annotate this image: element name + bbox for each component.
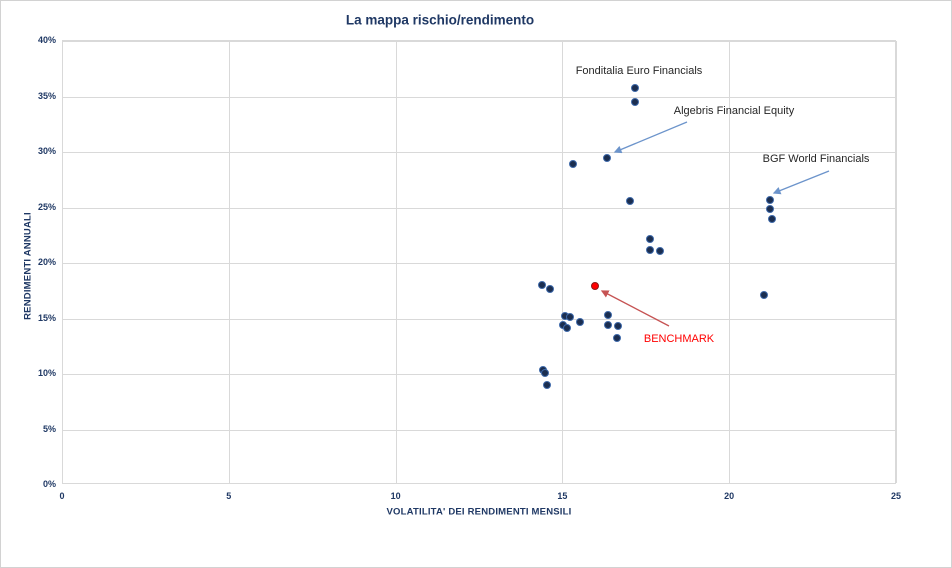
x-tick-label-15: 15 xyxy=(557,491,568,501)
data-point xyxy=(656,246,665,255)
data-point xyxy=(766,195,775,204)
data-point xyxy=(542,381,551,390)
data-point xyxy=(566,313,575,322)
annotation-label-bgf-world-financials: BGF World Financials xyxy=(762,153,870,165)
annotation-label-fonditalia-euro-financials: Fonditalia Euro Financials xyxy=(575,65,703,77)
data-point xyxy=(631,83,640,92)
y-tick-label-25: 25% xyxy=(37,201,56,212)
x-tick-label-20: 20 xyxy=(724,491,735,501)
annotation-label-algebris-financial-equity: Algebris Financial Equity xyxy=(673,105,795,117)
gridline-y-35 xyxy=(63,96,895,98)
data-point xyxy=(612,334,621,343)
data-point xyxy=(546,285,555,294)
data-point xyxy=(767,214,776,223)
data-point xyxy=(562,324,571,333)
gridline-x-5 xyxy=(228,41,230,483)
x-axis-title: VOLATILITA' DEI RENDIMENTI MENSILI xyxy=(386,506,572,518)
data-point xyxy=(766,204,775,213)
y-tick-label-20: 20% xyxy=(37,257,56,267)
y-tick-label-35: 35% xyxy=(37,90,56,101)
data-point xyxy=(537,281,546,290)
data-point xyxy=(541,368,550,377)
x-tick-label-5: 5 xyxy=(226,491,232,501)
data-point xyxy=(626,196,635,205)
x-tick-label-25: 25 xyxy=(890,491,902,501)
x-tick-label-0: 0 xyxy=(59,491,65,501)
plot-area xyxy=(62,40,897,484)
gridline-y-25 xyxy=(63,207,895,209)
gridline-y-20 xyxy=(63,263,895,264)
gridline-y-5 xyxy=(63,429,895,431)
gridline-x-20 xyxy=(729,41,731,483)
y-tick-label-15: 15% xyxy=(37,312,56,323)
data-point xyxy=(646,245,655,254)
gridline-x-15 xyxy=(562,41,564,483)
data-point xyxy=(604,311,613,320)
data-point xyxy=(646,234,655,243)
gridline-y-30 xyxy=(63,152,895,153)
data-point xyxy=(576,317,585,326)
y-tick-label-30: 30% xyxy=(37,146,56,156)
gridline-y-15 xyxy=(63,318,895,320)
data-point xyxy=(602,153,611,162)
benchmark-point xyxy=(591,282,600,291)
data-point xyxy=(759,291,768,300)
data-point xyxy=(614,322,623,331)
y-tick-label-10: 10% xyxy=(37,368,56,378)
data-point xyxy=(631,98,640,107)
gridline-y-10 xyxy=(63,374,895,375)
annotation-label-benchmark: BENCHMARK xyxy=(643,333,715,345)
gridline-x-10 xyxy=(395,41,397,483)
y-tick-label-40: 40% xyxy=(37,35,56,45)
chart-title: La mappa rischio/rendimento xyxy=(345,12,535,28)
y-tick-label-0: 0% xyxy=(42,479,56,489)
data-point xyxy=(604,321,613,330)
gridline-y-40 xyxy=(63,41,895,42)
data-point xyxy=(569,160,578,169)
gridline-x-25 xyxy=(896,41,897,483)
y-tick-label-5: 5% xyxy=(42,423,56,434)
x-tick-label-10: 10 xyxy=(390,491,401,501)
